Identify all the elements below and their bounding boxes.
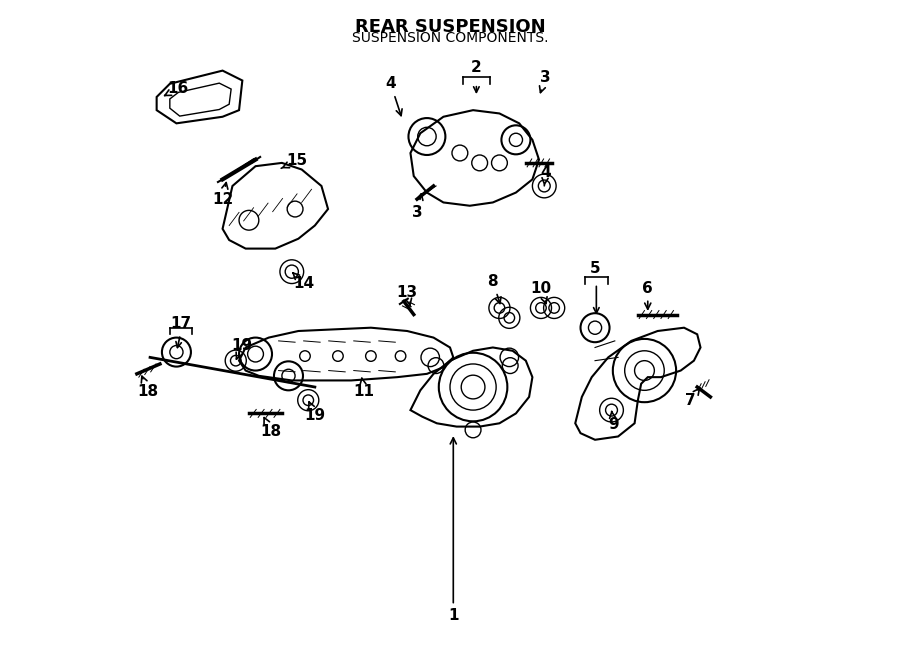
- Text: 14: 14: [292, 273, 314, 291]
- Text: 2: 2: [471, 60, 482, 75]
- Text: 18: 18: [260, 418, 282, 439]
- Text: 4: 4: [540, 166, 551, 186]
- Text: 6: 6: [643, 281, 653, 309]
- Text: 1: 1: [448, 438, 458, 624]
- Text: 3: 3: [411, 194, 423, 220]
- Text: 8: 8: [488, 274, 501, 303]
- Text: 4: 4: [385, 76, 402, 116]
- Text: 7: 7: [685, 388, 700, 408]
- Text: 17: 17: [170, 316, 191, 330]
- Text: SUSPENSION COMPONENTS.: SUSPENSION COMPONENTS.: [352, 31, 548, 45]
- Text: 10: 10: [530, 281, 552, 303]
- Text: 16: 16: [165, 81, 189, 96]
- Text: 13: 13: [397, 285, 418, 306]
- Text: 5: 5: [590, 261, 600, 276]
- Text: 9: 9: [608, 411, 619, 432]
- Text: REAR SUSPENSION: REAR SUSPENSION: [355, 18, 545, 36]
- Text: 3: 3: [539, 70, 551, 93]
- Text: 15: 15: [281, 154, 308, 168]
- Text: 18: 18: [138, 376, 158, 399]
- Text: 12: 12: [212, 183, 233, 207]
- Text: 19: 19: [232, 338, 253, 359]
- Text: 11: 11: [354, 378, 374, 399]
- Text: 19: 19: [304, 402, 326, 423]
